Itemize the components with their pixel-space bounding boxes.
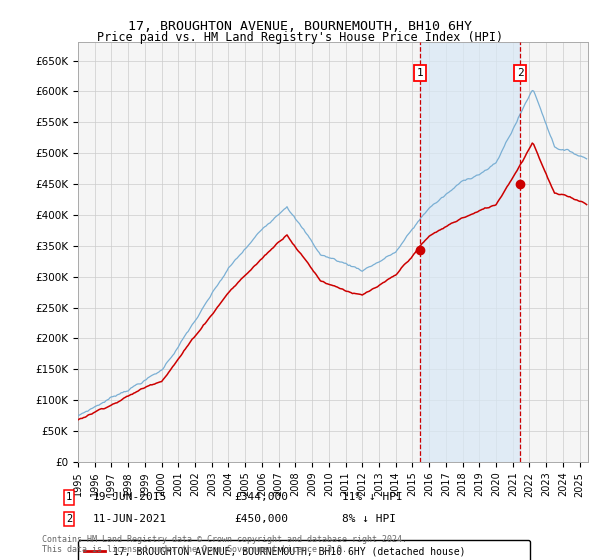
Text: This data is licensed under the Open Government Licence v3.0.: This data is licensed under the Open Gov… [42, 545, 347, 554]
Text: 8% ↓ HPI: 8% ↓ HPI [342, 514, 396, 524]
Text: Contains HM Land Registry data © Crown copyright and database right 2024.: Contains HM Land Registry data © Crown c… [42, 535, 407, 544]
Text: Price paid vs. HM Land Registry's House Price Index (HPI): Price paid vs. HM Land Registry's House … [97, 31, 503, 44]
Text: 17, BROUGHTON AVENUE, BOURNEMOUTH, BH10 6HY: 17, BROUGHTON AVENUE, BOURNEMOUTH, BH10 … [128, 20, 472, 32]
Text: 2: 2 [66, 514, 72, 524]
Legend: 17, BROUGHTON AVENUE, BOURNEMOUTH, BH10 6HY (detached house), HPI: Average price: 17, BROUGHTON AVENUE, BOURNEMOUTH, BH10 … [78, 540, 530, 560]
Bar [420, 42, 520, 462]
Text: 2: 2 [517, 68, 523, 78]
Text: 11-JUN-2021: 11-JUN-2021 [93, 514, 167, 524]
Text: 1: 1 [66, 492, 72, 502]
Text: 11% ↓ HPI: 11% ↓ HPI [342, 492, 403, 502]
Text: 1: 1 [417, 68, 424, 78]
Text: 19-JUN-2015: 19-JUN-2015 [93, 492, 167, 502]
Text: £450,000: £450,000 [234, 514, 288, 524]
Text: £344,000: £344,000 [234, 492, 288, 502]
